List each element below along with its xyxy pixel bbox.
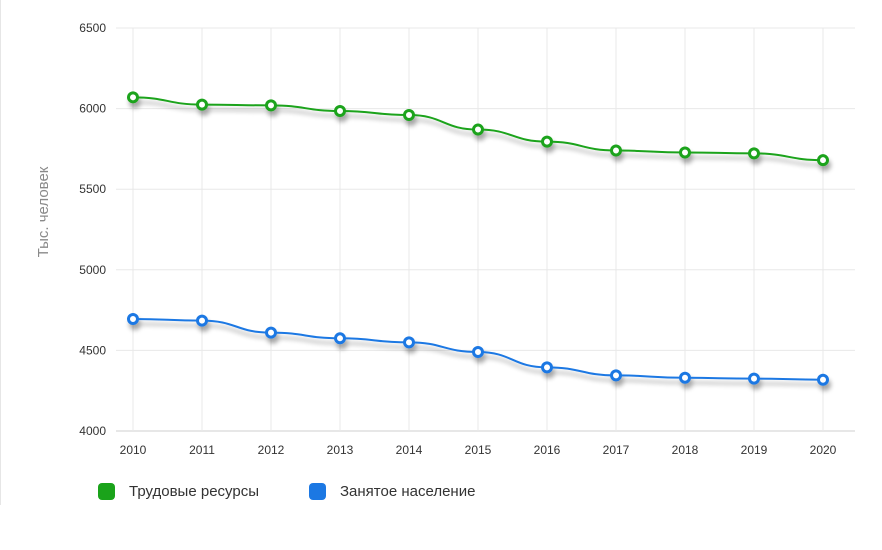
y-tick-label: 5000 [79, 263, 106, 277]
data-point-employed-population[interactable] [127, 312, 139, 325]
y-axis-label: Тыс. человек [35, 166, 52, 257]
data-point-labor-resources[interactable] [334, 105, 346, 118]
y-tick-label: 4500 [79, 343, 106, 357]
data-point-labor-resources[interactable] [196, 98, 208, 111]
legend-label-labor-resources: Трудовые ресурсы [129, 483, 259, 500]
data-point-employed-population[interactable] [403, 336, 415, 349]
data-point-employed-population[interactable] [196, 314, 208, 327]
y-tick-label: 6500 [79, 21, 106, 35]
data-point-labor-resources[interactable] [679, 146, 691, 159]
chart-frame-edge [0, 0, 1, 505]
legend-swatch-employed-population [309, 483, 326, 500]
legend-label-employed-population: Занятое население [340, 483, 476, 500]
legend-swatch-labor-resources [98, 483, 115, 500]
x-tick-label: 2019 [741, 443, 768, 457]
line-chart: 4000 4500 5000 5500 6000 6500 2010 2011 2012 2013… [35, 21, 855, 457]
data-point-employed-population[interactable] [679, 371, 691, 384]
legend: Трудовые ресурсы Занятое население [98, 483, 525, 500]
x-tick-label: 2016 [534, 443, 561, 457]
data-point-labor-resources[interactable] [610, 144, 622, 157]
x-tick-label: 2015 [465, 443, 492, 457]
x-tick-label: 2014 [396, 443, 423, 457]
legend-item-employed-population[interactable]: Занятое население [309, 483, 475, 500]
x-tick-label: 2017 [603, 443, 630, 457]
x-tick-label: 2020 [810, 443, 837, 457]
y-tick-label: 6000 [79, 102, 106, 116]
series-labor-resources [127, 91, 829, 167]
data-point-labor-resources[interactable] [541, 135, 553, 148]
data-point-employed-population[interactable] [817, 373, 829, 386]
y-tick-label: 4000 [79, 424, 106, 438]
data-point-labor-resources[interactable] [748, 147, 760, 160]
data-point-employed-population[interactable] [610, 369, 622, 382]
x-tick-label: 2018 [672, 443, 699, 457]
data-point-employed-population[interactable] [748, 372, 760, 385]
data-point-employed-population[interactable] [472, 346, 484, 359]
series-employed-population [127, 312, 829, 386]
legend-item-labor-resources[interactable]: Трудовые ресурсы [98, 483, 259, 500]
data-point-labor-resources[interactable] [817, 154, 829, 167]
data-point-labor-resources[interactable] [472, 123, 484, 136]
x-tick-label: 2010 [120, 443, 147, 457]
x-tick-label: 2012 [258, 443, 285, 457]
data-point-labor-resources[interactable] [403, 109, 415, 122]
x-tick-label: 2013 [327, 443, 354, 457]
data-point-employed-population[interactable] [334, 332, 346, 345]
data-point-labor-resources[interactable] [265, 99, 277, 112]
data-point-employed-population[interactable] [265, 326, 277, 339]
x-tick-label: 2011 [189, 443, 215, 457]
data-point-employed-population[interactable] [541, 361, 553, 374]
data-point-labor-resources[interactable] [127, 91, 139, 104]
y-tick-label: 5500 [79, 182, 106, 196]
